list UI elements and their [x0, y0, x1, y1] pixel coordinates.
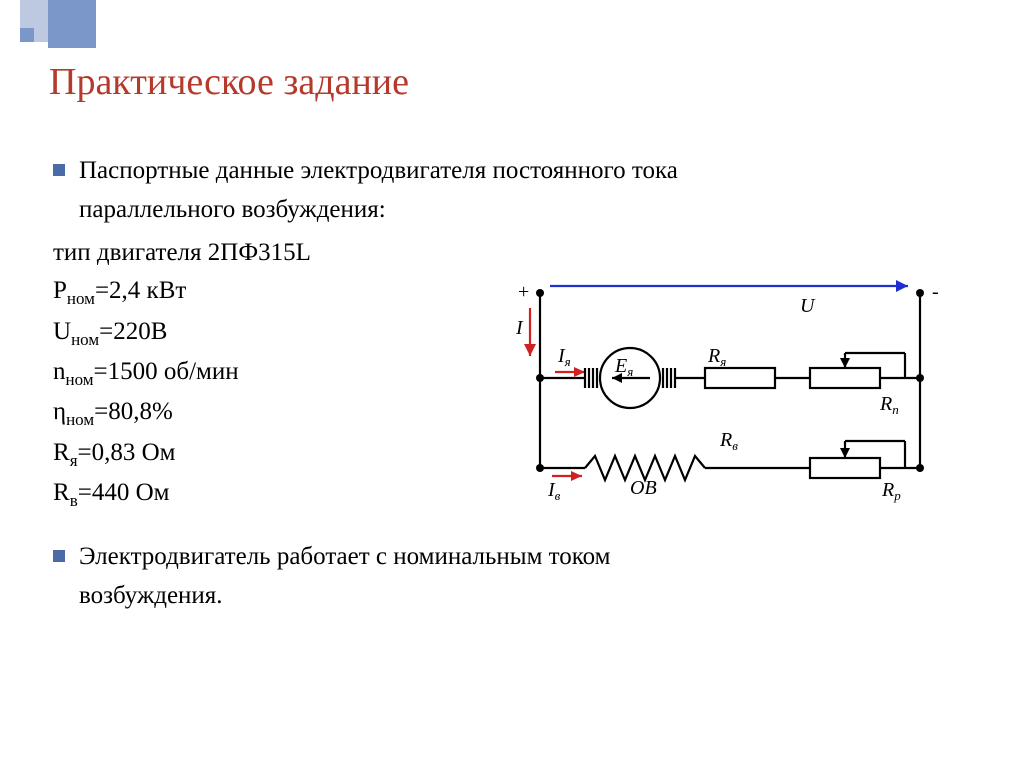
rv-label: Rв — [719, 429, 738, 453]
u-label: U — [800, 295, 816, 317]
circuit-diagram: + - U I Iя Eя Rя Rn Iв — [510, 268, 950, 508]
plus-label: + — [518, 281, 529, 303]
ov-label: ОВ — [630, 477, 657, 499]
minus-label: - — [932, 281, 939, 303]
ea-label: Eя — [614, 355, 633, 379]
iv-label: Iв — [547, 479, 561, 503]
ia-label: Iя — [557, 345, 571, 369]
i-label: I — [515, 317, 524, 339]
lead-text: Паспортные данные электродвигателя посто… — [45, 152, 685, 230]
rp-label: Rр — [881, 479, 901, 503]
param-motor-type: тип двигателя 2ПФ315L — [53, 234, 745, 273]
slide-title: Практическое задание — [49, 60, 979, 104]
ra-label: Rя — [707, 345, 726, 369]
footer-text: Электродвигатель работает с номинальным … — [45, 538, 745, 616]
rn-label: Rn — [879, 393, 899, 417]
